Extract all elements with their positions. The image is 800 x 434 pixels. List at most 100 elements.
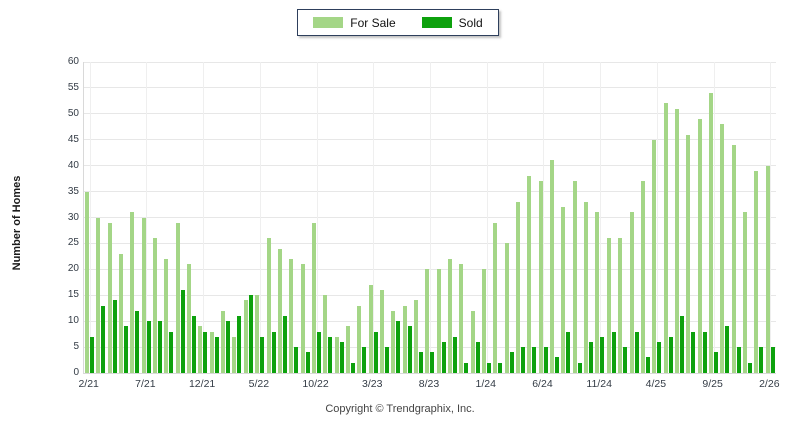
v-gridline-5-22 [259,62,261,373]
x-tick-1-24: 1/24 [475,378,496,390]
y-tick-10: 10 [67,315,79,327]
x-tick-4-25: 4/25 [645,378,667,390]
bar-for-sale-12-24 [606,238,611,373]
bar-sold-6-24 [543,347,548,373]
bar-for-sale-1-22 [209,331,214,373]
v-gridline-7-21 [146,62,148,373]
bar-for-sale-6-24 [538,181,543,373]
bar-for-sale-11-23 [459,264,464,373]
y-tick-50: 50 [67,107,79,119]
bar-for-sale-11-24 [595,212,600,373]
for-sale-legend-label: For Sale [350,15,396,30]
sold-swatch-icon [421,17,452,28]
v-gridline-2-21 [89,62,91,373]
bar-sold-7-23 [418,352,423,373]
bar-for-sale-12-25 [742,212,747,373]
bar-for-sale-10-23 [448,258,453,373]
y-tick-40: 40 [67,159,79,171]
bar-sold-11-22 [328,336,333,373]
bar-for-sale-8-25 [697,119,702,373]
bar-for-sale-5-21 [119,253,124,373]
bar-for-sale-4-24 [516,201,521,373]
chart-legend: For Sale Sold [297,9,499,36]
bar-for-sale-7-23 [413,300,418,373]
bar-for-sale-1-24 [482,269,487,373]
bar-sold-7-25 [691,331,696,373]
bar-for-sale-11-21 [187,264,192,373]
bar-sold-12-24 [611,331,616,373]
bar-sold-3-25 [645,357,650,373]
bar-for-sale-8-23 [425,269,430,373]
v-gridline-11-24 [600,62,602,373]
bar-for-sale-5-23 [391,310,396,373]
bar-sold-1-23 [350,362,355,373]
x-tick-5-22: 5/22 [248,378,270,390]
bar-sold-4-23 [384,347,389,373]
legend-item-for-sale: For Sale [313,15,396,30]
bar-sold-12-23 [475,341,480,373]
bar-for-sale-9-22 [300,264,305,373]
y-tick-5: 5 [73,341,79,353]
bar-for-sale-2-22 [221,310,226,373]
v-gridline-3-23 [373,62,375,373]
bar-sold-9-21 [169,331,174,373]
bar-sold-9-22 [305,352,310,373]
bar-sold-1-26 [759,347,764,373]
v-gridline-12-21 [203,62,205,373]
x-tick-12-21: 12/21 [188,378,216,390]
bar-sold-12-21 [203,331,208,373]
bar-for-sale-9-23 [436,269,441,373]
bar-sold-2-24 [498,362,503,373]
bar-sold-3-21 [101,305,106,373]
bar-sold-5-25 [668,336,673,373]
bar-for-sale-5-22 [255,295,260,373]
bar-for-sale-4-21 [107,222,112,373]
bar-for-sale-2-23 [357,305,362,373]
bar-for-sale-1-26 [754,170,759,373]
bar-sold-5-24 [532,347,537,373]
bar-sold-8-25 [702,331,707,373]
bar-for-sale-6-23 [402,305,407,373]
bar-for-sale-9-24 [572,181,577,373]
bar-sold-3-24 [509,352,514,373]
bar-sold-4-21 [112,300,117,373]
plot-area [83,61,776,374]
bar-sold-10-21 [180,290,185,373]
bar-for-sale-8-22 [289,258,294,373]
bar-for-sale-7-22 [277,248,282,373]
x-tick-6-24: 6/24 [532,378,553,390]
bar-for-sale-2-25 [629,212,634,373]
y-tick-60: 60 [67,56,79,67]
x-tick-9-25: 9/25 [702,378,723,390]
bar-for-sale-3-23 [368,284,373,373]
bar-for-sale-10-21 [175,222,180,373]
bar-for-sale-6-25 [674,108,679,373]
bar-sold-3-22 [237,315,242,373]
y-tick-55: 55 [67,81,79,93]
bar-for-sale-4-23 [379,290,384,373]
y-axis-title: Number of Homes [11,175,23,271]
x-tick-3-23: 3/23 [362,378,383,390]
v-gridline-2-26 [770,62,772,373]
bar-sold-9-24 [577,362,582,373]
bar-for-sale-1-25 [618,238,623,373]
y-tick-20: 20 [67,263,79,275]
bar-for-sale-12-23 [470,310,475,373]
bar-sold-3-23 [373,331,378,373]
y-tick-35: 35 [67,185,79,197]
y-tick-25: 25 [67,237,79,249]
v-gridline-9-25 [713,62,715,373]
bar-for-sale-4-25 [652,139,657,373]
bar-sold-10-22 [316,331,321,373]
bar-for-sale-12-22 [334,336,339,373]
bar-sold-1-25 [623,347,628,373]
x-tick-11-24: 11/24 [586,378,612,390]
sold-legend-label: Sold [458,15,483,30]
y-tick-45: 45 [67,133,79,145]
v-gridline-10-22 [316,62,318,373]
bar-sold-10-25 [725,326,730,373]
x-tick-2-26: 2/26 [759,378,780,390]
y-tick-30: 30 [67,211,79,223]
bar-for-sale-6-22 [266,238,271,373]
